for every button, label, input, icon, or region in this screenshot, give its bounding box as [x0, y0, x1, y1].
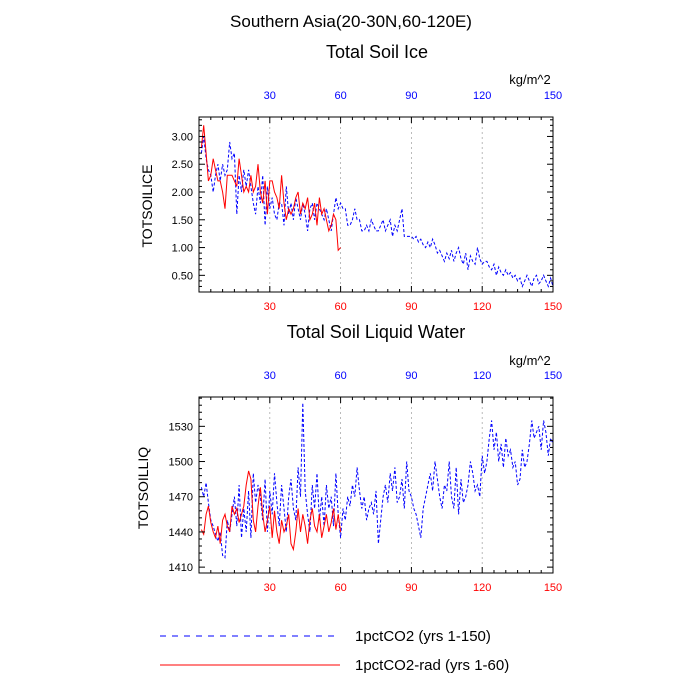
region-title: Southern Asia(20-30N,60-120E) — [230, 12, 472, 31]
x-tick-label-bottom: 120 — [473, 582, 491, 594]
x-tick-label-bottom: 90 — [405, 582, 417, 594]
units-label: kg/m^2 — [509, 353, 551, 368]
legend: 1pctCO2 (yrs 1-150) 1pctCO2-rad (yrs 1-6… — [160, 628, 509, 674]
y-axis-label: TOTSOILICE — [139, 165, 155, 248]
y-tick-label: 0.50 — [172, 270, 193, 282]
chart-soil-ice: Total Soil Ice kg/m^2 TOTSOILICE 30 30 60 6… — [139, 42, 562, 313]
legend-label-series-2: 1pctCO2-rad (yrs 1-60) — [355, 657, 509, 674]
x-tick-label-top: 150 — [544, 90, 562, 102]
x-tick-label-bottom: 90 — [405, 301, 417, 313]
x-tick-label-top: 30 — [264, 370, 276, 382]
y-tick-label: 2.50 — [172, 159, 193, 171]
series-line-1 — [200, 402, 554, 559]
y-tick-label: 1.00 — [172, 243, 193, 255]
series-line-1 — [200, 136, 554, 288]
plot-frame — [198, 396, 554, 574]
units-label: kg/m^2 — [509, 72, 551, 87]
y-tick-label: 2.00 — [172, 187, 193, 199]
y-tick-label: 1470 — [169, 492, 193, 504]
x-tick-label-bottom: 150 — [544, 301, 562, 313]
y-tick-label: 1.50 — [172, 215, 193, 227]
x-tick-label-bottom: 30 — [264, 301, 276, 313]
y-tick-label: 3.00 — [172, 131, 193, 143]
x-tick-label-bottom: 60 — [334, 582, 346, 594]
x-tick-label-top: 120 — [473, 370, 491, 382]
y-tick-label: 1530 — [169, 421, 193, 433]
x-tick-label-top: 60 — [334, 90, 346, 102]
y-axis-label: TOTSOILLIQ — [135, 447, 151, 529]
x-tick-label-top: 150 — [544, 370, 562, 382]
y-tick-label: 1500 — [169, 457, 193, 469]
plot-frame — [198, 116, 554, 293]
x-tick-label-bottom: 150 — [544, 582, 562, 594]
series-line-2 — [200, 125, 341, 252]
chart-title: Total Soil Ice — [326, 42, 428, 62]
legend-label-series-1: 1pctCO2 (yrs 1-150) — [355, 628, 491, 645]
x-tick-label-bottom: 60 — [334, 301, 346, 313]
chart-soil-liquid-water: Total Soil Liquid Water kg/m^2 TOTSOILLI… — [135, 322, 562, 594]
series-line-2 — [200, 470, 342, 552]
x-tick-label-top: 90 — [405, 370, 417, 382]
x-tick-label-bottom: 30 — [264, 582, 276, 594]
y-tick-label: 1410 — [169, 562, 193, 574]
x-tick-label-bottom: 120 — [473, 301, 491, 313]
x-tick-label-top: 60 — [334, 370, 346, 382]
chart-title: Total Soil Liquid Water — [287, 322, 465, 342]
x-tick-label-top: 30 — [264, 90, 276, 102]
x-tick-label-top: 90 — [405, 90, 417, 102]
y-tick-label: 1440 — [169, 527, 193, 539]
x-tick-label-top: 120 — [473, 90, 491, 102]
